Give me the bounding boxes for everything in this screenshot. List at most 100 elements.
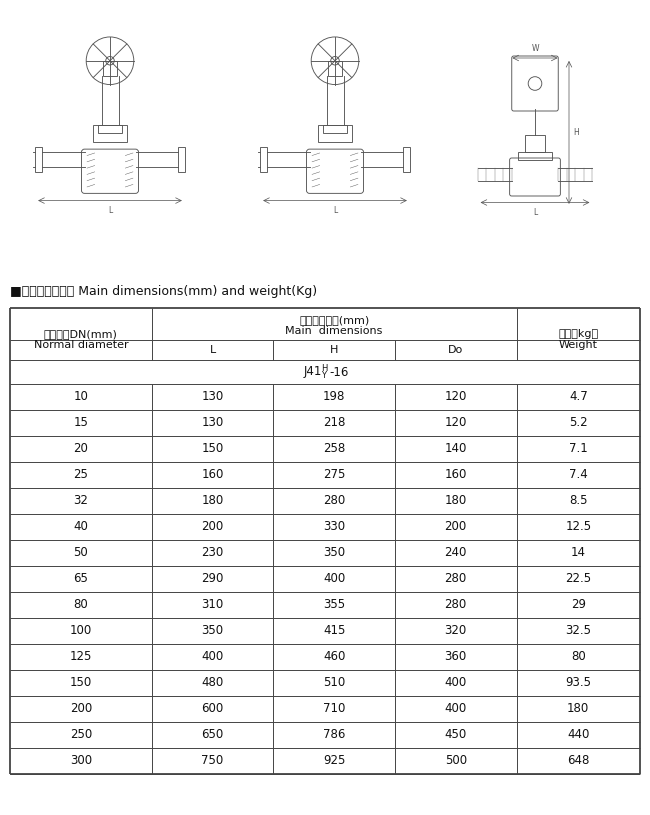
Text: 主要外形尺寸(mm): 主要外形尺寸(mm): [299, 315, 369, 325]
Text: 350: 350: [202, 624, 224, 637]
Text: 320: 320: [445, 624, 467, 637]
Text: 415: 415: [323, 624, 345, 637]
Text: 93.5: 93.5: [566, 676, 592, 689]
Text: Weight: Weight: [559, 340, 598, 350]
Text: 4.7: 4.7: [569, 390, 588, 403]
Text: 250: 250: [70, 729, 92, 742]
Text: 218: 218: [323, 416, 345, 430]
Text: 8.5: 8.5: [569, 495, 588, 508]
Text: 125: 125: [70, 650, 92, 663]
Text: 925: 925: [323, 755, 345, 768]
Bar: [518, 152, 552, 160]
Bar: [178, 147, 185, 172]
Text: 480: 480: [202, 676, 224, 689]
Text: 258: 258: [323, 443, 345, 456]
Text: 80: 80: [73, 598, 88, 611]
Text: -16: -16: [329, 365, 348, 378]
Text: 300: 300: [70, 755, 92, 768]
Text: 150: 150: [202, 443, 224, 456]
Text: 710: 710: [323, 703, 345, 716]
Text: 280: 280: [323, 495, 345, 508]
Text: 140: 140: [445, 443, 467, 456]
Text: 350: 350: [323, 547, 345, 560]
Text: H: H: [573, 128, 579, 137]
Text: 公称通径DN(mm): 公称通径DN(mm): [44, 329, 118, 339]
Text: 29: 29: [571, 598, 586, 611]
Text: 180: 180: [567, 703, 590, 716]
Text: 150: 150: [70, 676, 92, 689]
Text: 7.4: 7.4: [569, 469, 588, 482]
Text: 5.2: 5.2: [569, 416, 588, 430]
Text: 400: 400: [445, 703, 467, 716]
Text: 400: 400: [323, 572, 345, 585]
Text: ■主要尺寸和重量 Main dimensions(mm) and weight(Kg): ■主要尺寸和重量 Main dimensions(mm) and weight(…: [10, 285, 317, 298]
Text: 310: 310: [202, 598, 224, 611]
Text: 180: 180: [445, 495, 467, 508]
Text: 22.5: 22.5: [566, 572, 592, 585]
Text: 280: 280: [445, 598, 467, 611]
Text: 650: 650: [202, 729, 224, 742]
Text: 130: 130: [202, 416, 224, 430]
Text: 500: 500: [445, 755, 467, 768]
Text: 280: 280: [445, 572, 467, 585]
Text: 32.5: 32.5: [566, 624, 592, 637]
Text: Y: Y: [321, 371, 326, 380]
Text: 12.5: 12.5: [566, 521, 592, 534]
Text: 200: 200: [202, 521, 224, 534]
Text: 275: 275: [323, 469, 345, 482]
Text: L: L: [333, 205, 337, 214]
Text: L: L: [108, 205, 112, 214]
Bar: [98, 125, 122, 133]
Text: 400: 400: [202, 650, 224, 663]
Text: 65: 65: [73, 572, 88, 585]
Bar: [323, 125, 347, 133]
Text: 460: 460: [323, 650, 345, 663]
Text: 重量（kg）: 重量（kg）: [558, 329, 598, 339]
Bar: [103, 61, 117, 76]
Text: 786: 786: [323, 729, 345, 742]
Text: Main  dimensions: Main dimensions: [285, 326, 383, 336]
Text: H: H: [321, 364, 328, 373]
Bar: [328, 61, 342, 76]
Text: 7.1: 7.1: [569, 443, 588, 456]
Text: L: L: [209, 345, 216, 355]
Text: 130: 130: [202, 390, 224, 403]
Bar: [260, 147, 267, 172]
Text: Do: Do: [448, 345, 463, 355]
Text: 25: 25: [73, 469, 88, 482]
Text: 240: 240: [445, 547, 467, 560]
Text: 120: 120: [445, 390, 467, 403]
Text: Normal diameter: Normal diameter: [34, 340, 128, 350]
Text: 100: 100: [70, 624, 92, 637]
Text: 15: 15: [73, 416, 88, 430]
Bar: [403, 147, 410, 172]
Text: H: H: [330, 345, 338, 355]
Text: 50: 50: [73, 547, 88, 560]
Bar: [93, 125, 127, 142]
Text: 80: 80: [571, 650, 586, 663]
Bar: [35, 147, 42, 172]
Text: 355: 355: [323, 598, 345, 611]
Text: J41: J41: [304, 365, 322, 378]
Text: W: W: [531, 44, 539, 53]
Text: 198: 198: [323, 390, 345, 403]
Text: 440: 440: [567, 729, 590, 742]
Text: L: L: [533, 208, 537, 217]
Text: 290: 290: [202, 572, 224, 585]
Text: 32: 32: [73, 495, 88, 508]
Bar: [525, 134, 545, 152]
Text: 120: 120: [445, 416, 467, 430]
Text: 10: 10: [73, 390, 88, 403]
Text: 360: 360: [445, 650, 467, 663]
Text: 200: 200: [70, 703, 92, 716]
Text: 750: 750: [202, 755, 224, 768]
Text: 40: 40: [73, 521, 88, 534]
Text: 14: 14: [571, 547, 586, 560]
Text: 648: 648: [567, 755, 590, 768]
Text: 450: 450: [445, 729, 467, 742]
Bar: [318, 125, 352, 142]
Text: 20: 20: [73, 443, 88, 456]
Text: 510: 510: [323, 676, 345, 689]
Text: 160: 160: [445, 469, 467, 482]
Text: 400: 400: [445, 676, 467, 689]
